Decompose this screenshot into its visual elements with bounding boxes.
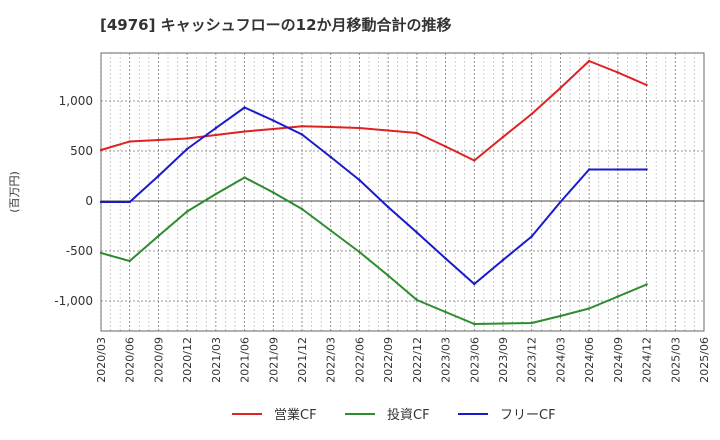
data-point-0-13: [473, 159, 476, 162]
data-point-0-3: [185, 137, 189, 140]
data-point-0-7: [300, 125, 304, 128]
data-point-2-16: [559, 200, 562, 204]
chart-title: [4976] キャッシュフローの12か月移動合計の推移: [100, 16, 452, 34]
data-point-2-2: [157, 174, 160, 178]
plot-area: [100, 52, 705, 332]
series-line-0: [100, 60, 647, 162]
data-point-0-15: [530, 112, 533, 116]
data-point-0-8: [329, 125, 332, 129]
legend-label-0: 営業CF: [274, 407, 317, 423]
data-point-0-14: [501, 135, 505, 139]
data-point-1-1: [128, 259, 131, 263]
data-point-0-4: [214, 133, 218, 137]
x-tick-label: 2024/09: [612, 337, 625, 383]
data-point-2-19: [645, 168, 648, 171]
data-point-2-1: [128, 200, 131, 204]
data-point-1-0: [99, 251, 103, 255]
x-tick-label: 2021/03: [210, 337, 223, 383]
y-tick-label: 0: [85, 194, 93, 208]
data-point-2-18: [616, 168, 620, 171]
x-tick-label: 2022/06: [353, 337, 366, 383]
x-tick-label: 2024/12: [641, 337, 654, 383]
y-tick-label: 500: [70, 144, 93, 158]
data-point-1-18: [616, 295, 620, 298]
data-point-1-5: [243, 176, 246, 179]
data-point-2-5: [243, 106, 246, 109]
y-axis-label: (百万円): [8, 171, 21, 213]
x-tick-label: 2020/09: [152, 337, 165, 383]
x-tick-label: 2024/03: [554, 337, 567, 383]
x-tick-label: 2020/06: [124, 337, 137, 383]
data-point-2-6: [272, 119, 275, 122]
x-tick-label: 2021/06: [239, 337, 252, 383]
data-point-0-16: [559, 86, 562, 90]
data-point-1-15: [530, 321, 533, 325]
data-point-1-10: [386, 274, 390, 277]
series-line-1: [100, 176, 647, 325]
data-point-1-12: [444, 310, 447, 314]
data-point-0-10: [386, 129, 390, 132]
x-tick-label: 2023/03: [440, 337, 453, 383]
data-point-0-5: [243, 130, 246, 133]
data-point-1-9: [358, 250, 361, 254]
x-tick-label: 2025/06: [698, 337, 711, 383]
data-point-0-2: [157, 138, 160, 142]
x-tick-label: 2022/12: [411, 337, 424, 383]
data-point-1-6: [272, 191, 275, 194]
series-line-2: [101, 106, 647, 285]
data-point-2-15: [530, 235, 533, 238]
data-point-1-4: [214, 192, 218, 196]
x-tick-label: 2022/03: [325, 337, 338, 383]
data-point-2-7: [300, 133, 304, 136]
legend-label-1: 投資CF: [387, 407, 430, 423]
x-tick-label: 2021/12: [296, 337, 309, 383]
data-point-0-6: [272, 127, 275, 131]
data-point-1-13: [473, 322, 476, 326]
data-point-0-12: [444, 145, 447, 148]
data-point-0-19: [645, 83, 648, 87]
data-point-2-17: [587, 168, 591, 171]
data-point-2-14: [501, 258, 505, 262]
data-point-2-12: [444, 257, 447, 260]
data-point-1-11: [415, 298, 419, 302]
data-point-0-0: [99, 148, 103, 152]
data-point-2-4: [214, 126, 218, 130]
data-point-2-3: [185, 147, 189, 151]
x-tick-label: 2023/09: [497, 337, 510, 383]
x-tick-label: 2020/03: [95, 337, 108, 383]
data-point-1-17: [587, 307, 591, 310]
y-tick-label: 1,000: [59, 94, 93, 108]
x-tick-label: 2022/09: [382, 337, 395, 383]
data-point-0-9: [358, 126, 361, 130]
data-point-0-18: [616, 71, 620, 74]
data-point-0-1: [128, 140, 131, 143]
data-point-2-9: [358, 178, 361, 182]
data-point-1-7: [300, 207, 304, 211]
data-point-1-16: [559, 314, 562, 318]
legend-label-2: フリーCF: [500, 408, 556, 423]
data-point-2-8: [329, 155, 332, 159]
x-tick-label: 2024/06: [583, 337, 596, 383]
x-tick-label: 2025/03: [669, 337, 682, 383]
data-point-1-2: [157, 234, 160, 238]
data-point-2-0: [99, 200, 103, 204]
y-tick-label: -500: [66, 244, 93, 258]
data-point-2-11: [415, 231, 419, 234]
data-point-1-3: [185, 210, 189, 213]
x-tick-label: 2020/12: [181, 337, 194, 383]
data-point-1-8: [329, 229, 332, 232]
data-point-1-19: [645, 283, 648, 286]
x-tick-label: 2023/12: [526, 337, 539, 383]
x-tick-label: 2021/09: [267, 337, 280, 383]
data-point-0-11: [415, 131, 419, 135]
x-tick-label: 2023/06: [468, 337, 481, 383]
data-point-0-17: [587, 59, 591, 63]
data-point-2-13: [473, 282, 476, 286]
y-tick-label: -1,000: [54, 294, 93, 308]
data-point-1-14: [501, 322, 505, 325]
data-point-2-10: [386, 205, 390, 209]
